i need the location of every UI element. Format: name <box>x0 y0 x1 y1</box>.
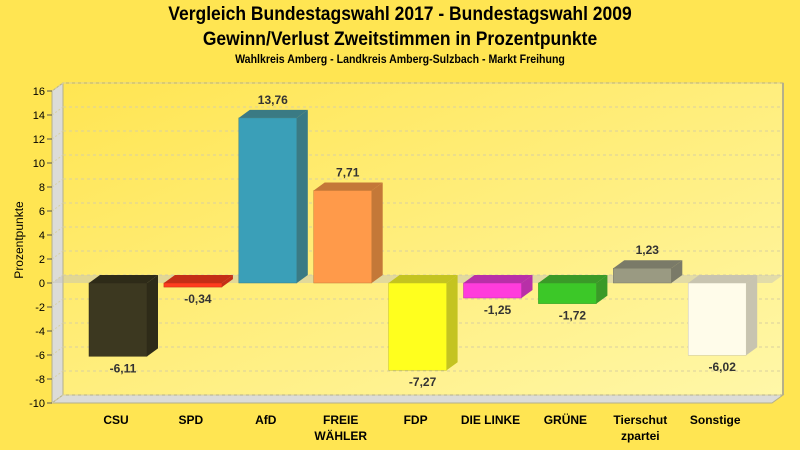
data-label: -1,72 <box>559 309 587 323</box>
x-tick-label: FDP <box>404 413 428 427</box>
left-wall <box>51 82 64 404</box>
bar-side <box>147 275 158 357</box>
bar-side <box>746 275 758 356</box>
x-tick-label: Sonstige <box>690 413 741 427</box>
bar-side <box>521 275 533 298</box>
bar-side <box>371 182 383 283</box>
bar <box>613 267 672 284</box>
bar <box>88 282 148 357</box>
y-tick-label: -4 <box>35 326 45 338</box>
bar-top <box>388 275 458 283</box>
x-tick-label: WÄHLER <box>314 428 367 443</box>
bar <box>238 117 298 284</box>
y-tick-label: -10 <box>29 398 45 410</box>
x-tick-label: FREIE <box>323 413 358 427</box>
y-tick-label: 12 <box>33 134 45 146</box>
chart-subtitle: Gewinn/Verlust Zweitstimmen in Prozentpu… <box>202 29 598 50</box>
bar-side <box>596 275 608 304</box>
bar-side <box>446 275 458 371</box>
bar-top <box>163 275 233 283</box>
y-tick-label: 2 <box>39 254 45 266</box>
x-tick-label: AfD <box>255 413 277 427</box>
data-label: -6,02 <box>709 360 737 374</box>
bar-top <box>538 275 608 283</box>
bar <box>313 190 372 284</box>
bar-top <box>313 182 383 191</box>
y-tick-label: 10 <box>33 158 45 170</box>
bar-top <box>463 275 533 283</box>
y-tick-label: 6 <box>39 206 45 218</box>
bar-top <box>613 260 683 269</box>
floor <box>50 394 785 404</box>
bar-top <box>89 275 158 283</box>
bar-top <box>238 109 308 118</box>
bar <box>163 282 223 288</box>
x-tick-label: DIE LINKE <box>461 413 520 427</box>
x-tick-label: zpartei <box>621 429 660 443</box>
y-tick-label: -6 <box>35 350 45 362</box>
y-axis: 16 14 12 10 8 6 4 2 0 -2 -4 -6 -8 -10 <box>29 86 52 410</box>
x-tick-label: SPD <box>179 413 204 427</box>
data-label: 7,71 <box>336 165 360 179</box>
y-tick-label: 4 <box>39 230 45 242</box>
bar <box>463 282 522 299</box>
bar <box>388 282 447 371</box>
bar <box>538 282 597 304</box>
bar-side <box>221 275 233 288</box>
bar-top <box>688 275 758 283</box>
chart-subtitle-region: Wahlkreis Amberg - Landkreis Amberg-Sulz… <box>235 54 565 66</box>
x-tick-label: CSU <box>103 413 128 427</box>
data-label: -0,34 <box>184 292 212 306</box>
y-tick-label: 14 <box>33 110 45 122</box>
y-axis-label: Prozentpunkte <box>12 201 26 279</box>
data-label: 13,76 <box>258 93 288 107</box>
bar-side <box>296 109 308 283</box>
data-label: -1,25 <box>484 303 512 317</box>
data-label: -6,11 <box>110 361 137 375</box>
bar <box>687 282 747 356</box>
y-tick-label: -8 <box>35 374 45 386</box>
data-label: 1,23 <box>636 243 660 257</box>
y-tick-label: 8 <box>39 182 45 194</box>
y-tick-label: 16 <box>33 86 45 98</box>
value-labels: -6,11 -0,34 13,76 7,71 -7,27 -1,25 -1,72 1,23 -6… <box>110 93 737 389</box>
bar-side <box>671 260 683 283</box>
chart-title: Vergleich Bundestagswahl 2017 - Bundesta… <box>168 4 632 25</box>
x-tick-label: GRÜNE <box>544 412 587 427</box>
data-label: -7,27 <box>409 375 437 389</box>
x-tick-label: Tierschut <box>613 413 667 427</box>
y-tick-label: 0 <box>39 278 45 290</box>
bars <box>88 109 758 371</box>
y-tick-label: -2 <box>35 302 45 314</box>
